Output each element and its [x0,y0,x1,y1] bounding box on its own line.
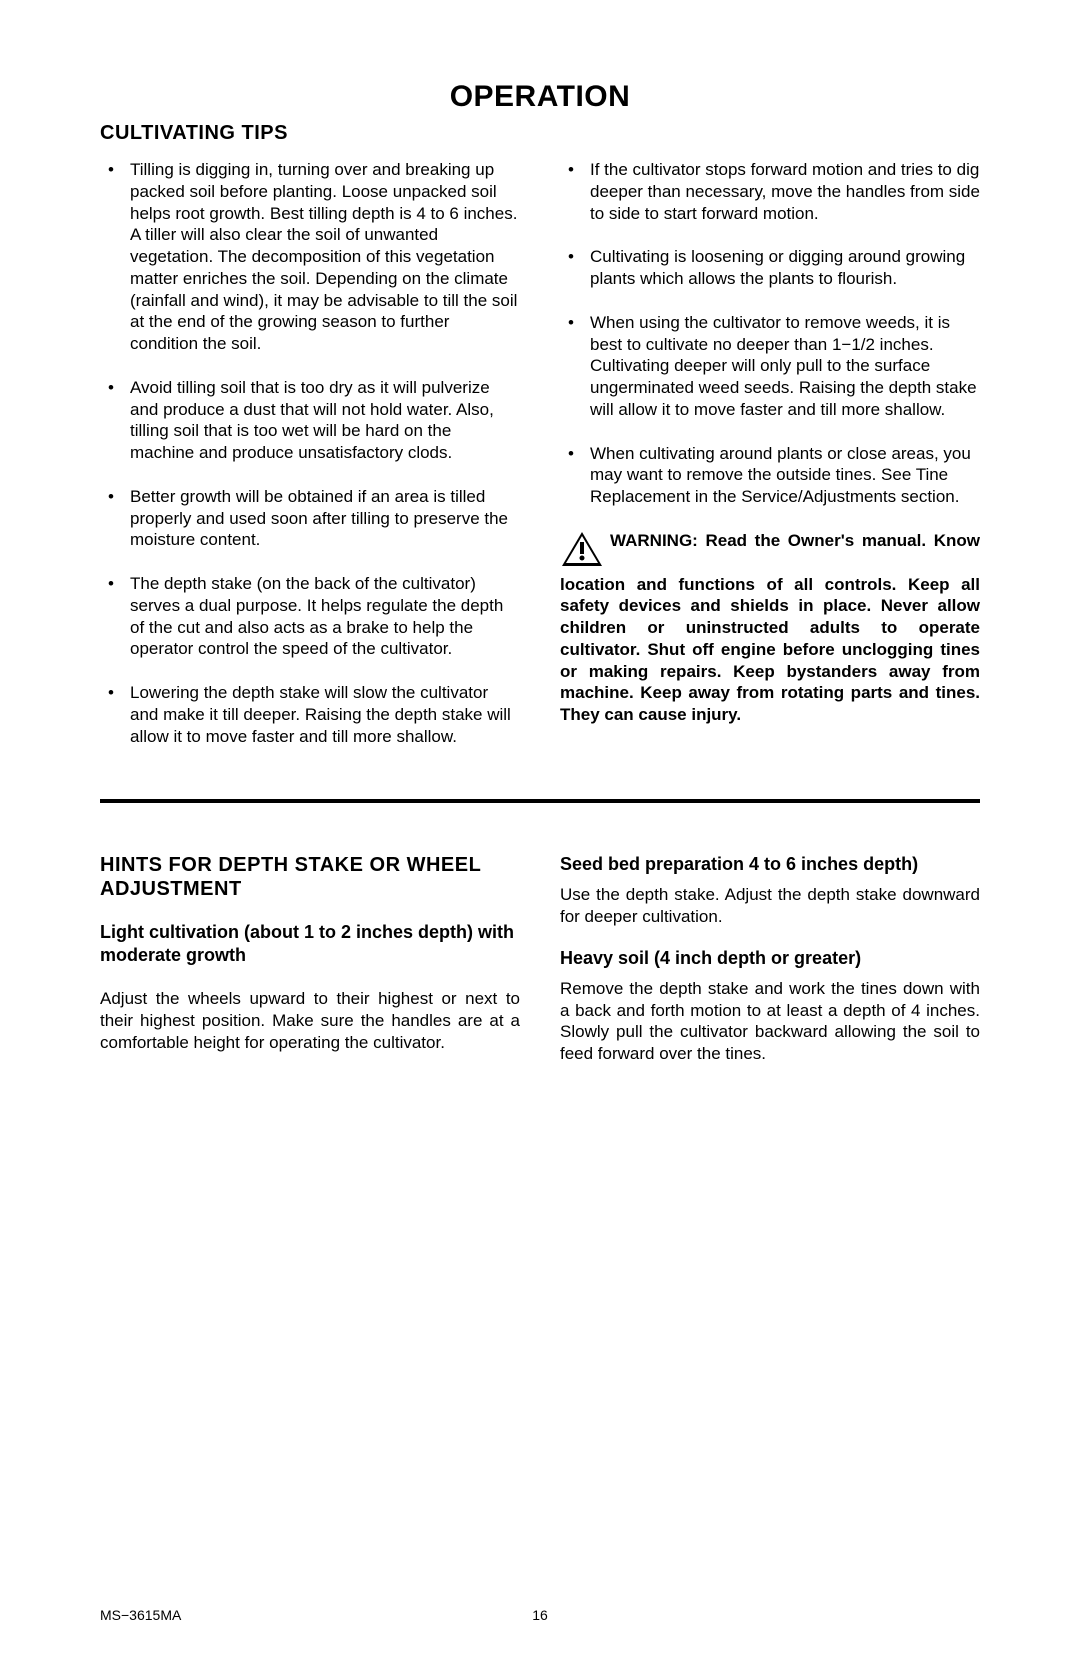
hints-columns: HINTS FOR DEPTH STAKE OR WHEEL ADJUSTMEN… [100,853,980,1065]
hints-left-column: HINTS FOR DEPTH STAKE OR WHEEL ADJUSTMEN… [100,853,520,1065]
right-column: If the cultivator stops forward motion a… [560,159,980,769]
sub-heading-seed: Seed bed preparation 4 to 6 inches depth… [560,853,980,876]
bullet-item: Tilling is digging in, turning over and … [100,159,520,355]
warning-icon [560,530,604,574]
warning-block: WARNING: Read the Owner's manual. Know l… [560,530,980,726]
section-heading-hints: HINTS FOR DEPTH STAKE OR WHEEL ADJUSTMEN… [100,853,520,901]
body-text-light: Adjust the wheels upward to their highes… [100,988,520,1053]
right-bullets: If the cultivator stops forward motion a… [560,159,980,508]
doc-id: MS−3615MA [100,1607,181,1623]
page-footer: MS−3615MA 16 [100,1607,980,1623]
cultivating-columns: Tilling is digging in, turning over and … [100,159,980,769]
bullet-item: Cultivating is loosening or digging arou… [560,246,980,290]
bullet-item: Better growth will be obtained if an are… [100,486,520,551]
body-text-heavy: Remove the depth stake and work the tine… [560,978,980,1065]
body-text-seed: Use the depth stake. Adjust the depth st… [560,884,980,928]
hints-right-column: Seed bed preparation 4 to 6 inches depth… [560,853,980,1065]
bullet-item: The depth stake (on the back of the cult… [100,573,520,660]
left-bullets: Tilling is digging in, turning over and … [100,159,520,747]
section-heading-cultivating: CULTIVATING TIPS [100,122,980,145]
sub-heading-light: Light cultivation (about 1 to 2 inches d… [100,921,520,966]
bullet-item: If the cultivator stops forward motion a… [560,159,980,224]
page-title: OPERATION [100,80,980,114]
bullet-item: When using the cultivator to remove weed… [560,312,980,421]
bullet-item: Lowering the depth stake will slow the c… [100,682,520,747]
bullet-item: When cultivating around plants or close … [560,443,980,508]
warning-text: WARNING: Read the Owner's manual. Know l… [560,531,980,724]
page-number: 16 [532,1607,548,1623]
left-column: Tilling is digging in, turning over and … [100,159,520,769]
section-divider [100,799,980,803]
bullet-item: Avoid tilling soil that is too dry as it… [100,377,520,464]
sub-heading-heavy: Heavy soil (4 inch depth or greater) [560,947,980,970]
